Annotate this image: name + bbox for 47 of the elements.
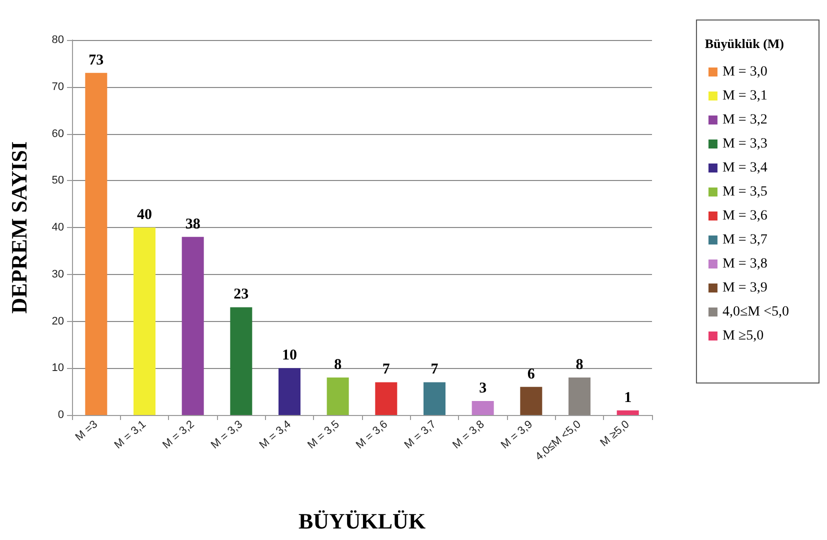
legend-label: M = 3,7 [722,232,768,248]
data-label: 40 [137,207,152,223]
legend-label: M = 3,6 [722,208,768,224]
data-label: 38 [185,216,200,232]
y-axis-title: DEPREM SAYISI [6,141,32,314]
legend-label: M = 3,0 [722,64,768,80]
x-tick-label: M = 3,8 [450,418,487,452]
y-tick-label: 10 [52,362,64,374]
y-tick-label: 0 [58,409,64,421]
data-label: 10 [282,348,297,364]
legend-label: M = 3,9 [722,280,768,296]
legend-label: 4,0≤M <5,0 [722,304,790,320]
data-label: 7 [430,362,439,378]
legend-label: M = 3,5 [722,184,768,200]
x-tick-label: M = 3,1 [112,418,148,452]
x-axis-title: BÜYÜKLÜK [298,508,426,534]
y-tick-label: 40 [52,222,64,234]
data-label: 8 [334,357,342,373]
x-tick-label: M ≥5,0 [598,418,632,450]
data-label: 73 [88,52,104,68]
legend-label: M = 3,1 [722,88,768,104]
data-label: 8 [576,357,584,373]
x-tick-label: M = 3,3 [208,418,246,452]
x-tick-label: M = 3,6 [354,418,390,452]
x-tick-label: M =3 [73,418,100,444]
x-tick-label: M = 3,7 [402,418,438,452]
y-tick-label: 50 [52,174,64,187]
y-tick-label: 60 [52,128,64,140]
legend-label: M ≥5,0 [722,328,764,344]
legend-label: M = 3,4 [722,160,768,176]
y-tick-label: 70 [52,80,64,93]
data-label: 1 [624,390,632,406]
data-label: 6 [527,366,536,382]
data-label: 7 [382,362,390,378]
legend-label: M = 3,2 [722,112,768,128]
y-tick-label: 80 [52,34,64,46]
legend-title: Büyüklük (M) [704,36,784,51]
x-tick-label: M = 3,5 [306,418,342,452]
data-label: 23 [234,286,249,303]
data-label: 3 [479,380,487,396]
x-tick-label: M = 3,9 [498,418,536,452]
y-tick-label: 20 [52,315,64,328]
x-tick-label: M = 3,4 [257,418,294,452]
y-tick-label: 30 [52,268,64,280]
x-tick-label: M = 3,2 [160,418,197,452]
legend-label: M = 3,3 [722,136,768,152]
legend-label: M = 3,8 [722,256,768,272]
